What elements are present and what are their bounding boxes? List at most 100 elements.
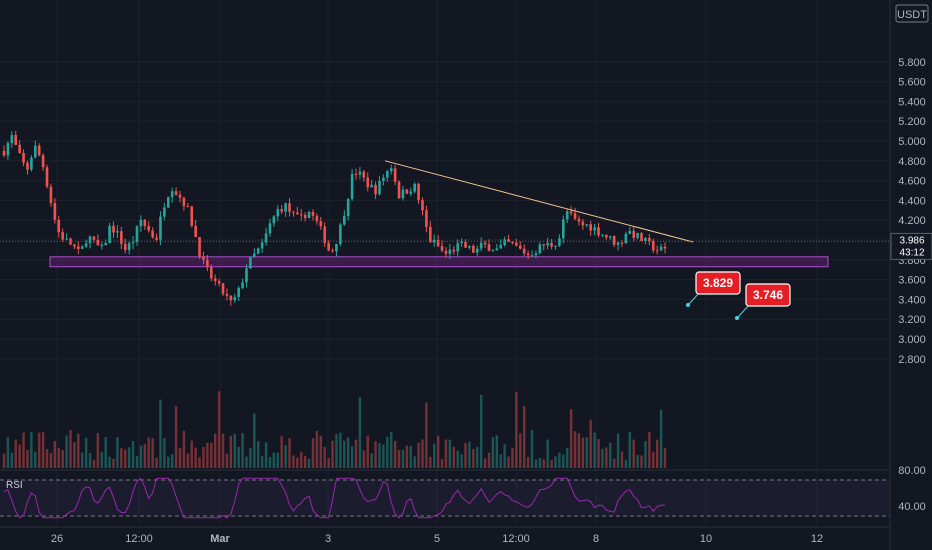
candle-body xyxy=(573,213,577,219)
volume-bar xyxy=(307,458,311,468)
candle-body xyxy=(112,225,115,233)
volume-bar xyxy=(421,439,424,468)
volume-bar xyxy=(22,432,25,468)
candle-body xyxy=(401,189,405,199)
candle-body xyxy=(92,236,96,240)
candle-body xyxy=(280,209,283,212)
callout-anchor-2 xyxy=(735,316,739,320)
candle-body xyxy=(518,245,522,249)
volume-bar xyxy=(507,456,510,468)
candle-body xyxy=(249,256,252,269)
candle-body xyxy=(659,246,663,251)
candle-body xyxy=(206,259,209,268)
time-tick-label: 3 xyxy=(325,533,331,545)
candle-body xyxy=(77,246,80,249)
candle-body xyxy=(127,243,131,251)
candle-body xyxy=(515,242,518,246)
candle-body xyxy=(22,152,25,163)
rsi-band-fill xyxy=(0,480,890,516)
candle-body xyxy=(88,236,92,244)
volume-bar xyxy=(609,442,612,468)
time-tick-label: Mar xyxy=(210,533,230,545)
candle-body xyxy=(503,239,506,245)
volume-bar xyxy=(628,431,631,468)
candle-body xyxy=(123,243,127,251)
candle-body xyxy=(292,211,295,213)
volume-bar xyxy=(131,441,135,468)
volume-bar xyxy=(241,433,244,468)
candle-body xyxy=(511,241,514,243)
volume-bar xyxy=(456,450,459,468)
volume-bar xyxy=(429,456,432,468)
volume-bar xyxy=(276,452,279,468)
volume-bar xyxy=(546,439,549,468)
candle-body xyxy=(358,171,362,175)
descending-trendline[interactable] xyxy=(384,160,694,243)
volume-bar xyxy=(366,435,369,468)
candle-body xyxy=(432,239,436,243)
volume-bar xyxy=(413,456,416,468)
candle-body xyxy=(170,191,174,198)
volume-bar xyxy=(210,442,213,468)
candle-body xyxy=(651,240,655,251)
candlesticks xyxy=(2,130,667,306)
volume-bar xyxy=(249,448,252,468)
volume-bar xyxy=(77,433,80,468)
rsi-pane: RSI xyxy=(0,469,890,519)
candle-body xyxy=(386,171,389,178)
volume-bar xyxy=(214,433,217,468)
candle-body xyxy=(69,238,72,245)
candle-body xyxy=(190,206,194,226)
volume-bar xyxy=(198,457,201,468)
candle-body xyxy=(253,253,256,257)
volume-bar xyxy=(186,453,190,468)
candle-body xyxy=(534,253,538,256)
candle-body xyxy=(589,224,592,231)
rsi-axis: 80.00 40.00 xyxy=(898,465,926,513)
volume-bar xyxy=(155,457,158,468)
candle-body xyxy=(233,296,237,301)
price-tick-label: 4.200 xyxy=(898,215,926,227)
volume-bar xyxy=(296,457,299,468)
currency-badge[interactable]: USDT xyxy=(895,4,929,23)
resistance-tag-label: 3.829 xyxy=(703,276,733,290)
volume-bar xyxy=(577,433,581,468)
time-axis[interactable]: 26 12:00 Mar 3 5 12:00 8 10 12 xyxy=(51,533,823,545)
volume-bar xyxy=(41,432,45,468)
volume-bar xyxy=(221,433,225,468)
volume-bar xyxy=(440,459,444,468)
candle-body xyxy=(245,268,248,283)
volume-bar xyxy=(257,441,260,468)
volume-bar xyxy=(284,444,287,468)
candle-body xyxy=(389,168,393,172)
volume-bar xyxy=(479,395,483,468)
resistance-callout[interactable]: 3.829 xyxy=(686,271,741,307)
volume-bar xyxy=(378,443,381,468)
volume-bar xyxy=(112,458,115,468)
candle-body xyxy=(26,162,29,170)
candle-body xyxy=(108,225,111,243)
volume-bar xyxy=(311,438,315,468)
candle-body xyxy=(487,244,491,251)
candle-body xyxy=(558,238,561,246)
volume-bar xyxy=(585,437,588,468)
support-callout[interactable]: 3.746 xyxy=(735,283,791,320)
volume-bar xyxy=(14,439,17,468)
volume-bar xyxy=(288,438,291,468)
candle-body xyxy=(444,250,448,254)
volume-bar xyxy=(515,392,518,468)
volume-bar xyxy=(393,440,397,468)
volume-bar xyxy=(640,455,643,468)
candle-body xyxy=(209,267,213,279)
volume-bar xyxy=(233,433,236,468)
candle-body xyxy=(538,244,542,254)
candle-body xyxy=(264,233,268,243)
time-tick-label: 12 xyxy=(811,533,823,545)
candle-body xyxy=(655,250,659,252)
volume-bar xyxy=(616,433,620,468)
support-zone[interactable] xyxy=(49,256,829,268)
candle-body xyxy=(605,234,608,238)
candle-body xyxy=(425,210,428,227)
volume-bar xyxy=(135,455,139,468)
